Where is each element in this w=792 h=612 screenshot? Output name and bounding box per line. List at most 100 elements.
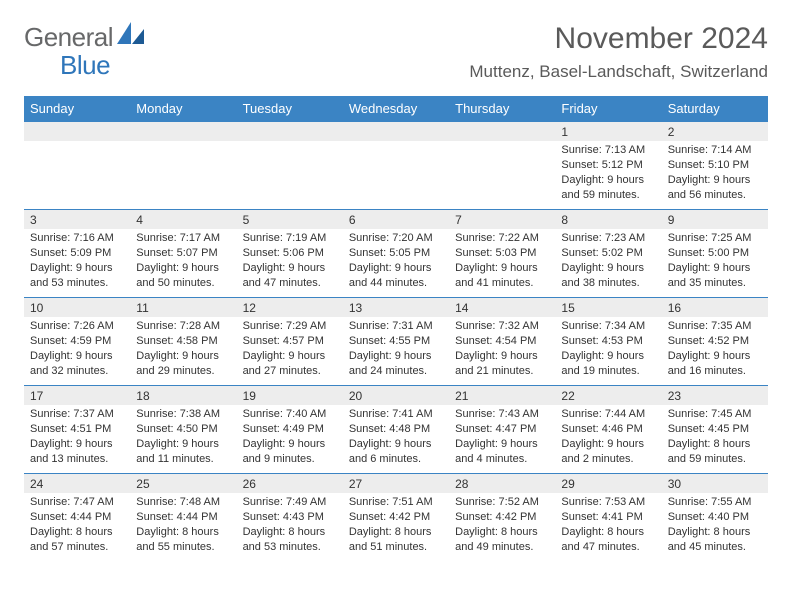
day-sunrise: Sunrise: 7:45 AM [668, 407, 762, 422]
day-details: Sunrise: 7:22 AMSunset: 5:03 PMDaylight:… [449, 229, 555, 294]
day-sunset: Sunset: 4:58 PM [136, 334, 230, 349]
day-number: 16 [662, 297, 768, 317]
day-sunset: Sunset: 4:44 PM [30, 510, 124, 525]
calendar-cell: 21Sunrise: 7:43 AMSunset: 4:47 PMDayligh… [449, 385, 555, 473]
day-sunrise: Sunrise: 7:28 AM [136, 319, 230, 334]
day-sunset: Sunset: 4:53 PM [561, 334, 655, 349]
day-details: Sunrise: 7:20 AMSunset: 5:05 PMDaylight:… [343, 229, 449, 294]
day-dl1: Daylight: 8 hours [136, 525, 230, 540]
calendar-cell: 14Sunrise: 7:32 AMSunset: 4:54 PMDayligh… [449, 297, 555, 385]
day-sunrise: Sunrise: 7:53 AM [561, 495, 655, 510]
calendar-row: 10Sunrise: 7:26 AMSunset: 4:59 PMDayligh… [24, 297, 768, 385]
calendar-cell: 23Sunrise: 7:45 AMSunset: 4:45 PMDayligh… [662, 385, 768, 473]
day-sunrise: Sunrise: 7:13 AM [561, 143, 655, 158]
day-sunset: Sunset: 4:40 PM [668, 510, 762, 525]
day-sunset: Sunset: 4:59 PM [30, 334, 124, 349]
day-number: 8 [555, 209, 661, 229]
calendar-cell: 13Sunrise: 7:31 AMSunset: 4:55 PMDayligh… [343, 297, 449, 385]
day-details: Sunrise: 7:31 AMSunset: 4:55 PMDaylight:… [343, 317, 449, 382]
calendar-cell: 5Sunrise: 7:19 AMSunset: 5:06 PMDaylight… [237, 209, 343, 297]
title-block: November 2024 Muttenz, Basel-Landschaft,… [469, 22, 768, 82]
day-details: Sunrise: 7:17 AMSunset: 5:07 PMDaylight:… [130, 229, 236, 294]
day-dl1: Daylight: 9 hours [455, 349, 549, 364]
day-sunset: Sunset: 4:46 PM [561, 422, 655, 437]
day-dl1: Daylight: 9 hours [136, 261, 230, 276]
day-dl2: and 56 minutes. [668, 188, 762, 203]
day-sunrise: Sunrise: 7:22 AM [455, 231, 549, 246]
day-dl2: and 9 minutes. [243, 452, 337, 467]
day-sunset: Sunset: 4:42 PM [455, 510, 549, 525]
day-number: 26 [237, 473, 343, 493]
day-number: 20 [343, 385, 449, 405]
day-sunset: Sunset: 4:51 PM [30, 422, 124, 437]
day-details: Sunrise: 7:38 AMSunset: 4:50 PMDaylight:… [130, 405, 236, 470]
day-number: 19 [237, 385, 343, 405]
day-dl1: Daylight: 8 hours [561, 525, 655, 540]
calendar-cell: 30Sunrise: 7:55 AMSunset: 4:40 PMDayligh… [662, 473, 768, 561]
day-dl2: and 45 minutes. [668, 540, 762, 555]
day-dl1: Daylight: 9 hours [349, 261, 443, 276]
calendar-cell: 24Sunrise: 7:47 AMSunset: 4:44 PMDayligh… [24, 473, 130, 561]
weekday-header: Monday [130, 96, 236, 121]
day-sunrise: Sunrise: 7:43 AM [455, 407, 549, 422]
page-subtitle: Muttenz, Basel-Landschaft, Switzerland [469, 62, 768, 82]
day-details: Sunrise: 7:45 AMSunset: 4:45 PMDaylight:… [662, 405, 768, 470]
day-dl1: Daylight: 9 hours [668, 349, 762, 364]
calendar-row: 24Sunrise: 7:47 AMSunset: 4:44 PMDayligh… [24, 473, 768, 561]
day-sunrise: Sunrise: 7:34 AM [561, 319, 655, 334]
calendar-cell: 8Sunrise: 7:23 AMSunset: 5:02 PMDaylight… [555, 209, 661, 297]
day-details: Sunrise: 7:44 AMSunset: 4:46 PMDaylight:… [555, 405, 661, 470]
day-number: 12 [237, 297, 343, 317]
day-number-empty [130, 121, 236, 141]
day-number: 25 [130, 473, 236, 493]
day-sunset: Sunset: 4:55 PM [349, 334, 443, 349]
day-sunset: Sunset: 4:45 PM [668, 422, 762, 437]
brand-blue: Blue [60, 50, 110, 81]
day-sunrise: Sunrise: 7:23 AM [561, 231, 655, 246]
day-number: 4 [130, 209, 236, 229]
calendar-cell [237, 121, 343, 209]
day-sunset: Sunset: 4:48 PM [349, 422, 443, 437]
calendar-cell: 25Sunrise: 7:48 AMSunset: 4:44 PMDayligh… [130, 473, 236, 561]
day-dl1: Daylight: 9 hours [349, 349, 443, 364]
day-sunset: Sunset: 5:06 PM [243, 246, 337, 261]
day-dl2: and 57 minutes. [30, 540, 124, 555]
day-dl1: Daylight: 9 hours [243, 437, 337, 452]
day-dl2: and 38 minutes. [561, 276, 655, 291]
day-sunrise: Sunrise: 7:16 AM [30, 231, 124, 246]
day-details: Sunrise: 7:19 AMSunset: 5:06 PMDaylight:… [237, 229, 343, 294]
page-header: General Blue November 2024 Muttenz, Base… [0, 0, 792, 88]
day-details: Sunrise: 7:23 AMSunset: 5:02 PMDaylight:… [555, 229, 661, 294]
weekday-header: Wednesday [343, 96, 449, 121]
day-dl1: Daylight: 9 hours [30, 349, 124, 364]
day-details: Sunrise: 7:53 AMSunset: 4:41 PMDaylight:… [555, 493, 661, 558]
day-sunrise: Sunrise: 7:29 AM [243, 319, 337, 334]
calendar-cell: 2Sunrise: 7:14 AMSunset: 5:10 PMDaylight… [662, 121, 768, 209]
day-sunrise: Sunrise: 7:17 AM [136, 231, 230, 246]
calendar-cell: 11Sunrise: 7:28 AMSunset: 4:58 PMDayligh… [130, 297, 236, 385]
day-number: 6 [343, 209, 449, 229]
day-dl2: and 55 minutes. [136, 540, 230, 555]
day-sunrise: Sunrise: 7:26 AM [30, 319, 124, 334]
day-details: Sunrise: 7:35 AMSunset: 4:52 PMDaylight:… [662, 317, 768, 382]
day-sunset: Sunset: 5:03 PM [455, 246, 549, 261]
day-sunset: Sunset: 4:41 PM [561, 510, 655, 525]
day-sunrise: Sunrise: 7:32 AM [455, 319, 549, 334]
day-sunset: Sunset: 5:09 PM [30, 246, 124, 261]
day-details: Sunrise: 7:51 AMSunset: 4:42 PMDaylight:… [343, 493, 449, 558]
calendar-cell: 28Sunrise: 7:52 AMSunset: 4:42 PMDayligh… [449, 473, 555, 561]
day-sunset: Sunset: 5:12 PM [561, 158, 655, 173]
day-sunset: Sunset: 4:42 PM [349, 510, 443, 525]
calendar-cell: 4Sunrise: 7:17 AMSunset: 5:07 PMDaylight… [130, 209, 236, 297]
day-number-empty [24, 121, 130, 141]
day-dl1: Daylight: 8 hours [243, 525, 337, 540]
day-number: 30 [662, 473, 768, 493]
day-number: 29 [555, 473, 661, 493]
calendar-cell: 22Sunrise: 7:44 AMSunset: 4:46 PMDayligh… [555, 385, 661, 473]
calendar-cell: 6Sunrise: 7:20 AMSunset: 5:05 PMDaylight… [343, 209, 449, 297]
day-number: 5 [237, 209, 343, 229]
day-sunrise: Sunrise: 7:41 AM [349, 407, 443, 422]
day-dl1: Daylight: 9 hours [561, 173, 655, 188]
day-dl2: and 49 minutes. [455, 540, 549, 555]
day-number: 11 [130, 297, 236, 317]
